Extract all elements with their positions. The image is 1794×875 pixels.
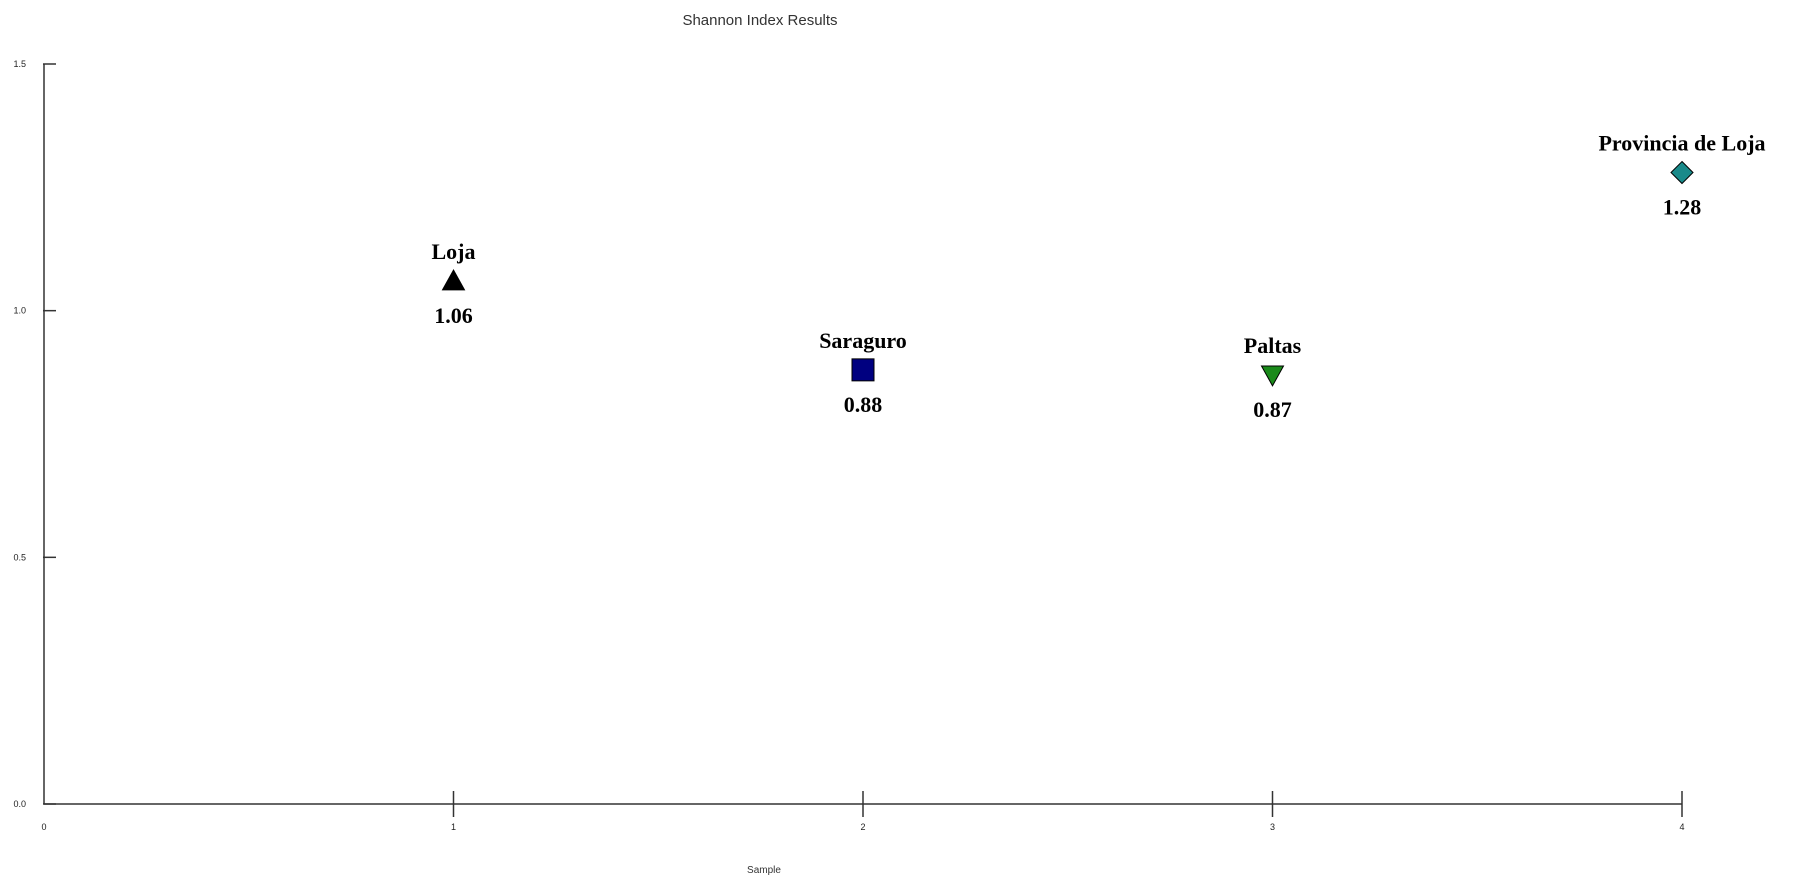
point-marker xyxy=(1260,365,1285,387)
point-marker xyxy=(1670,160,1694,185)
data-point: Loja 1.06 xyxy=(432,239,476,328)
point-value-label: 1.28 xyxy=(1663,195,1702,220)
x-tick-label: 0 xyxy=(41,822,46,832)
chart-title: Shannon Index Results xyxy=(682,12,837,29)
point-name-label: Loja xyxy=(432,239,476,264)
point-name-label: Saraguro xyxy=(819,328,907,353)
x-tick-label: 1 xyxy=(451,822,456,832)
point-marker xyxy=(441,269,466,291)
x-tick-label: 3 xyxy=(1270,822,1275,832)
point-value-label: 1.06 xyxy=(434,303,473,328)
x-tick-label: 4 xyxy=(1679,822,1684,832)
y-tick-label: 1.0 xyxy=(13,306,26,316)
x-tick-label: 2 xyxy=(860,822,865,832)
y-tick-label: 0.0 xyxy=(13,799,26,809)
point-value-label: 0.87 xyxy=(1253,397,1292,422)
data-point: Provincia de Loja 1.28 xyxy=(1598,131,1765,220)
data-point: Paltas 0.87 xyxy=(1244,333,1302,422)
point-marker xyxy=(851,358,875,382)
y-tick-label: 0.5 xyxy=(13,552,26,562)
data-point: Saraguro 0.88 xyxy=(819,328,907,417)
y-tick-label: 1.5 xyxy=(13,59,26,69)
axes: 0.0 0.5 1.0 1.5 0 1 2 3 4 xyxy=(13,59,1684,832)
point-value-label: 0.88 xyxy=(844,392,883,417)
point-name-label: Paltas xyxy=(1244,333,1302,358)
x-axis-title: Sample xyxy=(747,865,781,875)
point-name-label: Provincia de Loja xyxy=(1598,131,1765,156)
data-points: Loja 1.06 Saraguro 0.88 Paltas 0.87 Provincia … xyxy=(432,131,1766,422)
